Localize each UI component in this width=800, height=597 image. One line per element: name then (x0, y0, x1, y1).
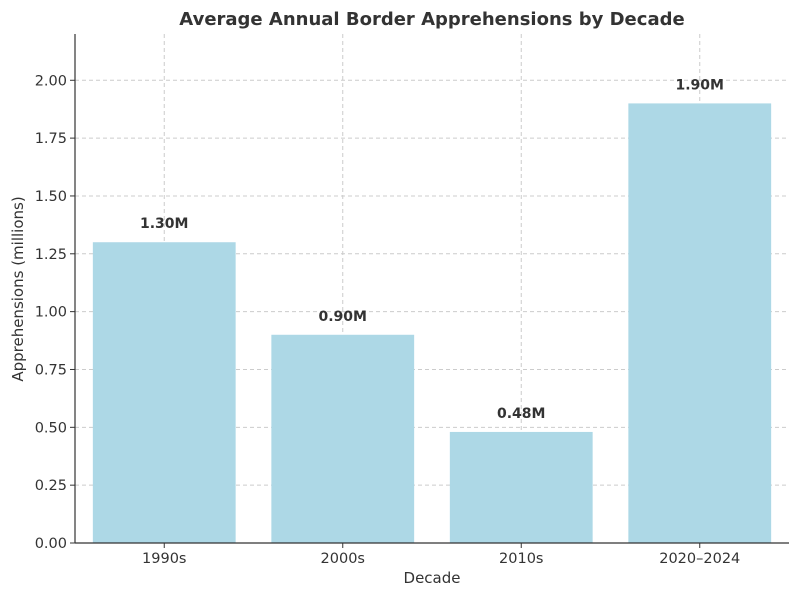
x-tick-label: 2020–2024 (659, 551, 740, 567)
axes-layer (74, 34, 789, 544)
chart-title: Average Annual Border Apprehensions by D… (179, 9, 684, 30)
x-tick-label: 2000s (321, 551, 365, 567)
y-tick-label: 1.25 (35, 247, 67, 263)
bar-1990s (92, 242, 236, 543)
bar-2000s (271, 334, 415, 543)
y-tick-label: 0.75 (35, 362, 67, 378)
bars-layer (92, 103, 772, 543)
x-tick-label: 2010s (499, 551, 543, 567)
bar-2010s (449, 431, 593, 543)
x-tick-label: 1990s (142, 551, 186, 567)
y-tick-label: 2.00 (35, 73, 67, 89)
data-label: 0.90M (319, 309, 367, 325)
data-labels-layer: 1.30M 0.90M 0.48M 1.90M (140, 77, 724, 422)
x-axis-label: Decade (404, 569, 461, 587)
data-label: 1.90M (676, 77, 724, 93)
y-tick-label: 0.50 (35, 420, 67, 436)
data-label: 0.48M (497, 406, 545, 422)
bar-2020–2024 (628, 103, 772, 543)
y-tick-label: 1.75 (35, 131, 67, 147)
ticks-layer: 0.00 0.25 0.50 0.75 1.00 1.25 1.50 1.75 2.00 1990… (35, 73, 741, 567)
data-label: 1.30M (140, 216, 188, 232)
y-axis-label: Apprehensions (millions) (9, 196, 27, 381)
y-tick-label: 1.00 (35, 305, 67, 321)
y-tick-label: 1.50 (35, 189, 67, 205)
y-tick-label: 0.00 (35, 536, 67, 552)
y-tick-label: 0.25 (35, 478, 67, 494)
